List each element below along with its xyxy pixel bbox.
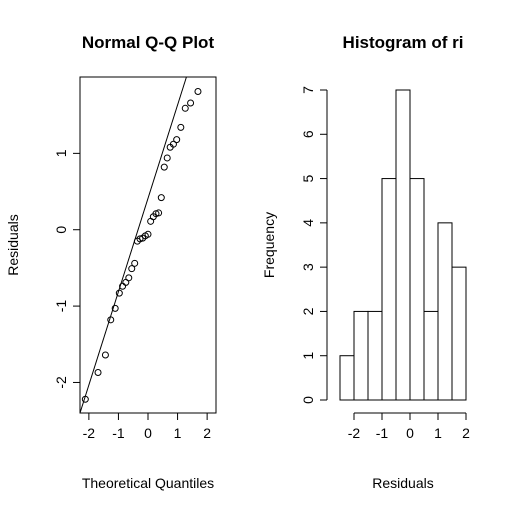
histogram-bar — [409, 178, 425, 401]
qq-point — [111, 304, 119, 312]
histogram-y-tick-label: 5 — [300, 174, 316, 182]
histogram-y-tick-label: 6 — [300, 130, 316, 138]
qq-point — [173, 136, 181, 144]
qq-point — [177, 123, 185, 131]
histogram-bar — [423, 310, 439, 401]
qq-x-tick-label: 1 — [174, 425, 182, 441]
qq-x-tick-label: 0 — [144, 425, 152, 441]
qq-point — [169, 140, 177, 148]
qq-point — [181, 104, 189, 112]
qq-plot-xlabel: Theoretical Quantiles — [82, 475, 214, 491]
qq-plot-panel: Normal Q-Q Plot Theoretical Quantiles Re… — [5, 33, 217, 491]
histogram-y-tick-label: 7 — [300, 86, 316, 94]
histogram-bars — [339, 89, 467, 401]
qq-plot-ylabel: Residuals — [5, 214, 21, 275]
qq-point — [194, 88, 202, 96]
qq-point — [101, 351, 109, 359]
histogram-bar — [339, 355, 355, 401]
histogram-x-tick-label: -2 — [348, 425, 361, 441]
histogram-x-tick-label: 0 — [406, 425, 414, 441]
qq-y-tick-label: -1 — [53, 300, 69, 313]
qq-point — [81, 395, 89, 403]
qq-point — [107, 316, 115, 324]
qq-y-tick-label: -2 — [53, 376, 69, 389]
histogram-title: Histogram of ri — [343, 33, 464, 52]
histogram-bar — [353, 310, 369, 401]
qq-x-tick-label: -2 — [83, 425, 96, 441]
qq-point — [157, 194, 165, 202]
qq-point — [115, 289, 123, 297]
histogram-y-tick-label: 1 — [300, 352, 316, 360]
histogram-x-tick-label: -1 — [376, 425, 389, 441]
histogram-bar — [381, 178, 397, 401]
qq-points — [81, 88, 202, 403]
qq-point — [125, 274, 133, 282]
histogram-x-tick-label: 1 — [434, 425, 442, 441]
qq-point — [187, 99, 195, 107]
histogram-x-axis: -2 -1 0 1 2 — [348, 412, 470, 441]
qq-plot-title: Normal Q-Q Plot — [82, 33, 215, 52]
qq-point — [131, 259, 139, 267]
qq-plot-y-axis: -2 -1 0 1 — [53, 149, 80, 389]
histogram-panel: Histogram of ri Residuals Frequency -2 -1… — [261, 33, 470, 491]
qq-y-tick-label: 0 — [53, 226, 69, 234]
histogram-y-tick-label: 3 — [300, 263, 316, 271]
histogram-y-tick-label: 0 — [300, 396, 316, 404]
histogram-y-axis: 0 1 2 3 4 5 6 7 — [300, 86, 328, 404]
histogram-y-tick-label: 2 — [300, 307, 316, 315]
qq-point — [144, 230, 152, 238]
qq-x-tick-label: 2 — [203, 425, 211, 441]
qq-point — [128, 265, 136, 273]
qq-point — [163, 154, 171, 162]
qq-point — [94, 369, 102, 377]
histogram-y-tick-label: 4 — [300, 219, 316, 227]
histogram-x-tick-label: 2 — [462, 425, 470, 441]
qq-point — [155, 209, 163, 217]
qq-point — [160, 163, 168, 171]
histogram-xlabel: Residuals — [372, 475, 433, 491]
histogram-bar — [437, 222, 453, 401]
qq-reference-line-layer — [79, 76, 187, 414]
qq-plot-x-axis: -2 -1 0 1 2 — [83, 413, 211, 441]
histogram-bar — [451, 266, 467, 401]
qq-reference-line — [79, 76, 187, 414]
qq-y-tick-label: 1 — [53, 149, 69, 157]
histogram-ylabel: Frequency — [261, 212, 277, 278]
histogram-bar — [395, 89, 411, 401]
histogram-bar — [367, 310, 383, 401]
qq-x-tick-label: -1 — [112, 425, 125, 441]
qq-plot-box — [79, 76, 217, 414]
